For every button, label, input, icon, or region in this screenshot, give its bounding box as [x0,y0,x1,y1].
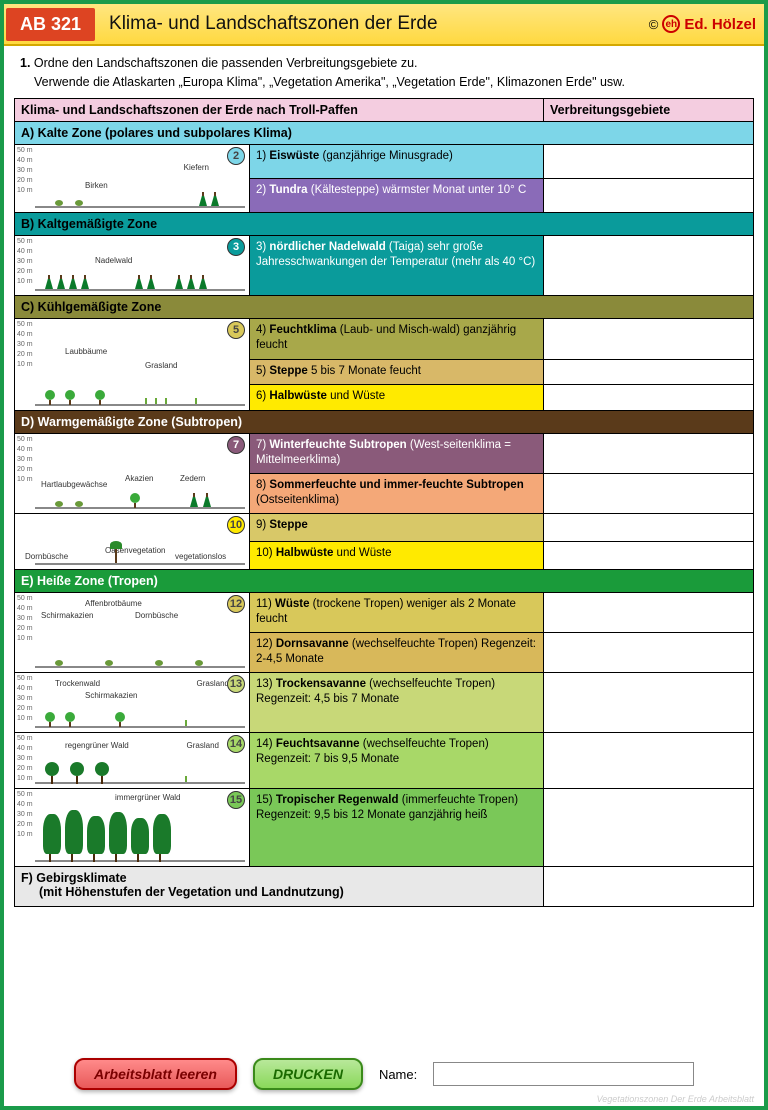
instructions: 1. Ordne den Landschaftszonen die passen… [4,46,764,98]
answer-cell[interactable] [544,359,754,384]
diagram-label: Akazien [125,474,153,483]
diagram-label: Dornbüsche [135,611,178,620]
zone-e-diagram-1: 50 m40 m30 m20 m10 m Affenbrotbäume Schi… [15,592,250,672]
diagram-label: Grasland [145,361,177,370]
copyright: © eh Ed. Hölzel [649,15,764,33]
diagram-label: Schirmakazien [41,611,93,620]
answer-cell[interactable] [544,433,754,473]
answer-cell[interactable] [544,385,754,410]
zone-badge: 13 [227,675,245,693]
zone-e-row-1: 11) Wüste (trockene Tropen) weniger als … [250,592,544,632]
zone-c-row-3: 6) Halbwüste und Wüste [250,385,544,410]
diagram-label: Laubbäume [65,347,107,356]
zone-c-row-2: 5) Steppe 5 bis 7 Monate feucht [250,359,544,384]
answer-cell[interactable] [544,632,754,672]
zone-d-diagram-1: 50 m40 m30 m20 m10 m Hartlaubgewächse Ak… [15,433,250,513]
answer-cell[interactable] [544,592,754,632]
answer-cell[interactable] [544,513,754,541]
zone-d-row-4: 10) Halbwüste und Wüste [250,541,544,569]
diagram-label: vegetationslos [175,552,226,561]
diagram-label: Grasland [197,679,229,688]
zone-a-header: A) Kalte Zone (polares und subpolares Kl… [15,121,754,144]
table-header-right: Verbreitungsgebiete [544,98,754,121]
zone-badge: 15 [227,791,245,809]
zone-d-diagram-2: Dornbüsche Oasenvegetation vegetationslo… [15,513,250,569]
zone-e-diagram-4: 50 m40 m30 m20 m10 m immergrüner Wald 15 [15,788,250,866]
zone-b-diagram: 50 m40 m30 m20 m10 m Nadelwald 3 [15,235,250,295]
zone-a-row-2: 2) Tundra (Kältesteppe) wärmster Monat u… [250,178,544,212]
zone-e-diagram-3: 50 m40 m30 m20 m10 m regengrüner Wald Gr… [15,732,250,788]
zone-e-row-3: 13) Trockensavanne (wechselfeuchte Trope… [250,672,544,732]
zone-badge: 10 [227,516,245,534]
diagram-label: Nadelwald [95,256,132,265]
zone-c-header: C) Kühlgemäßigte Zone [15,295,754,318]
answer-cell[interactable] [544,318,754,359]
answer-cell[interactable] [544,672,754,732]
diagram-label: Birken [85,181,108,190]
diagram-label: regengrüner Wald [65,741,129,750]
diagram-label: Trockenwald [55,679,100,688]
zone-c-diagram: 50 m40 m30 m20 m10 m Laubbäume Grasland … [15,318,250,410]
zone-a-row-1: 1) Eiswüste (ganzjährige Minusgrade) [250,144,544,178]
answer-cell[interactable] [544,144,754,178]
zone-f-title: F) Gebirgsklimate [21,871,127,885]
worksheet-number-badge: AB 321 [6,8,95,41]
zone-badge: 12 [227,595,245,613]
zone-f-subtitle: (mit Höhenstufen der Vegetation und Land… [21,885,344,899]
zone-badge: 14 [227,735,245,753]
diagram-label: Hartlaubgewächse [41,480,107,489]
worksheet-page: AB 321 Klima- und Landschaftszonen der E… [0,0,768,1110]
zone-d-header: D) Warmgemäßigte Zone (Subtropen) [15,410,754,433]
diagram-label: Affenbrotbäume [85,599,142,608]
zone-e-diagram-2: 50 m40 m30 m20 m10 m Trockenwald Schirma… [15,672,250,732]
publisher-name: Ed. Hölzel [684,16,756,33]
watermark: Vegetationszonen Der Erde Arbeitsblatt [597,1094,754,1104]
instruction-number: 1. [20,56,30,70]
answer-cell[interactable] [544,473,754,513]
name-label: Name: [379,1067,417,1082]
climate-zones-table: Klima- und Landschaftszonen der Erde nac… [14,98,754,907]
answer-cell[interactable] [544,866,754,906]
zone-d-row-3: 9) Steppe [250,513,544,541]
zone-e-row-4: 14) Feuchtsavanne (wechselfeuchte Tropen… [250,732,544,788]
instruction-line1: Ordne den Landschaftszonen die passenden… [34,56,418,70]
diagram-label: Dornbüsche [25,552,68,561]
answer-cell[interactable] [544,541,754,569]
footer-bar: Arbeitsblatt leeren DRUCKEN Name: [14,1052,754,1096]
zone-e-row-2: 12) Dornsavanne (wechselfeuchte Tropen) … [250,632,544,672]
print-button[interactable]: DRUCKEN [253,1058,363,1090]
diagram-label: Kiefern [184,163,209,172]
answer-cell[interactable] [544,732,754,788]
clear-button[interactable]: Arbeitsblatt leeren [74,1058,237,1090]
diagram-label: Schirmakazien [85,691,137,700]
zone-e-row-5: 15) Tropischer Regenwald (immerfeuchte T… [250,788,544,866]
zone-c-row-1: 4) Feuchtklima (Laub- und Misch-wald) ga… [250,318,544,359]
zone-e-header: E) Heiße Zone (Tropen) [15,569,754,592]
header-bar: AB 321 Klima- und Landschaftszonen der E… [4,4,764,46]
diagram-label: Grasland [187,741,219,750]
answer-cell[interactable] [544,788,754,866]
zone-badge: 7 [227,436,245,454]
table-header-left: Klima- und Landschaftszonen der Erde nac… [15,98,544,121]
zone-badge: 5 [227,321,245,339]
zone-badge: 3 [227,238,245,256]
zone-a-diagram: 50 m40 m30 m20 m10 m Kiefern Birken 2 [15,144,250,212]
zone-b-row-1: 3) nördlicher Nadelwald (Taiga) sehr gro… [250,235,544,295]
copyright-symbol: © [649,17,659,32]
diagram-label: Zedern [180,474,205,483]
zone-d-row-2: 8) Sommerfeuchte und immer-feuchte Subtr… [250,473,544,513]
zone-b-header: B) Kaltgemäßigte Zone [15,212,754,235]
diagram-label: immergrüner Wald [115,793,181,802]
answer-cell[interactable] [544,178,754,212]
zone-d-row-1: 7) Winterfeuchte Subtropen (West-seitenk… [250,433,544,473]
instruction-line2: Verwende die Atlaskarten „Europa Klima",… [20,75,625,89]
zone-f-header: F) Gebirgsklimate (mit Höhenstufen der V… [15,866,544,906]
page-title: Klima- und Landschaftszonen der Erde [95,13,649,35]
answer-cell[interactable] [544,235,754,295]
name-input[interactable] [433,1062,694,1086]
publisher-logo-icon: eh [662,15,680,33]
zone-badge: 2 [227,147,245,165]
